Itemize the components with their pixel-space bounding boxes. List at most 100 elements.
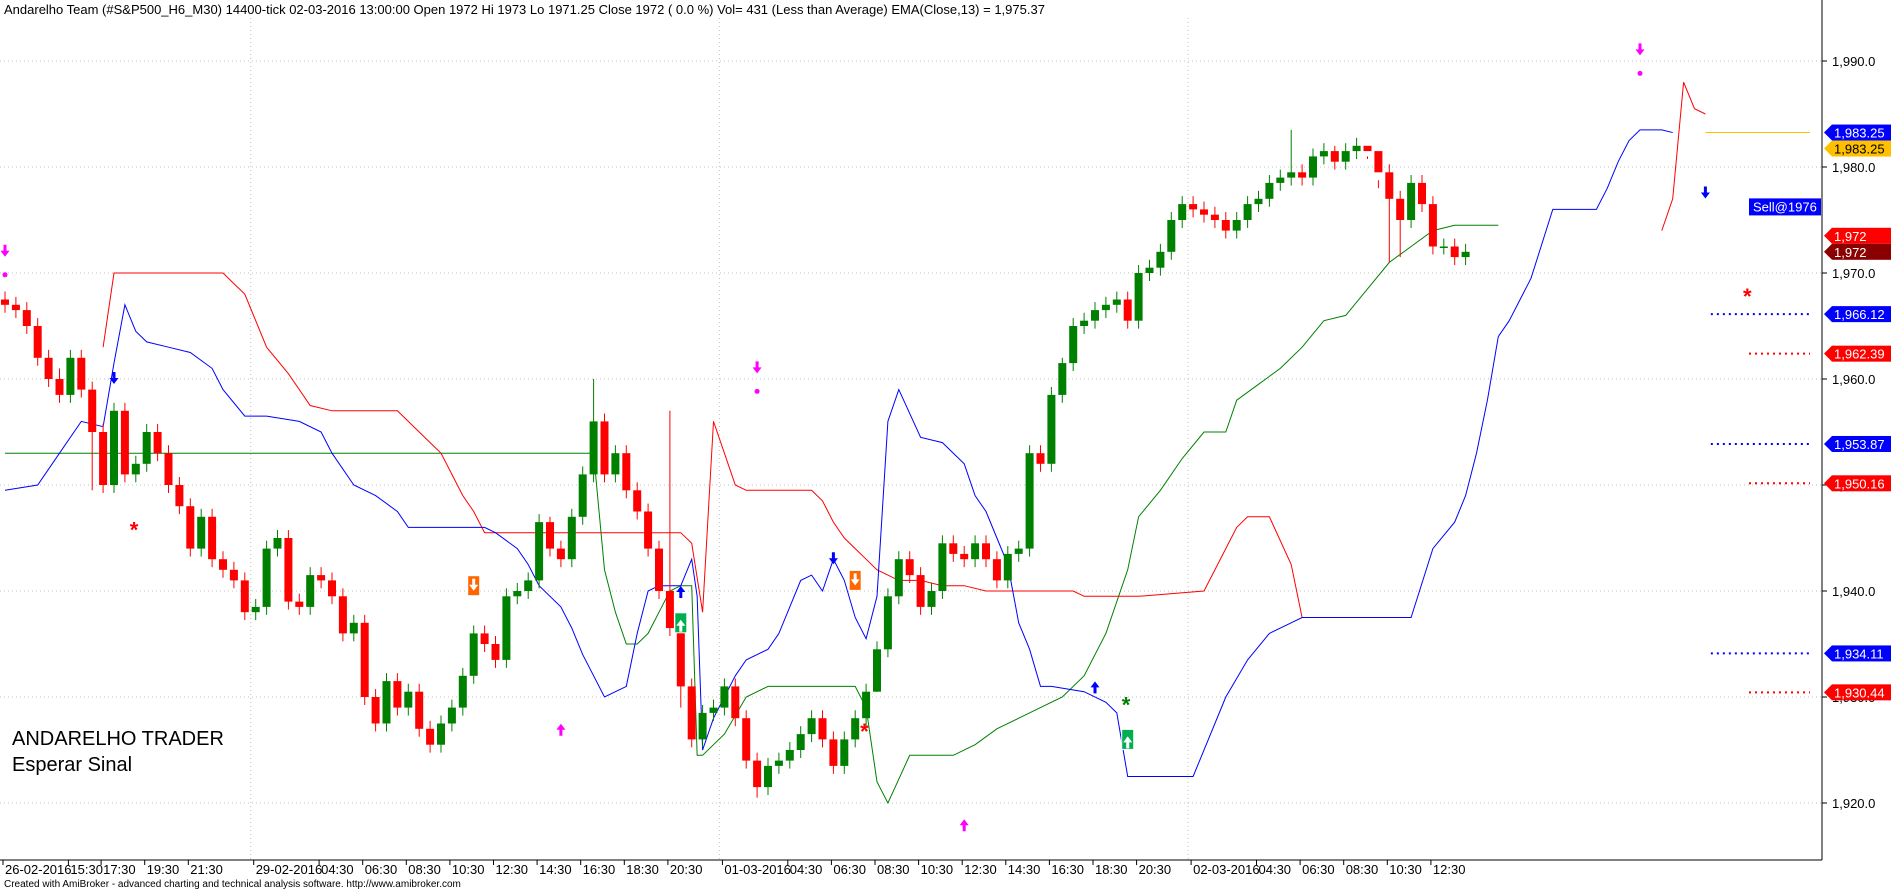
dot-marker [754, 388, 760, 394]
arrow-down-icon [109, 372, 119, 384]
arrow-up-icon [556, 723, 566, 736]
candle-body [131, 463, 140, 475]
candle-body [1418, 182, 1426, 205]
price-label: 1,930.44 [1824, 684, 1891, 701]
candle-body [600, 421, 609, 475]
candle-body [698, 712, 707, 740]
candle-body [753, 760, 762, 788]
x-tick-label: 16:30 [1051, 862, 1084, 877]
candle-body [818, 718, 827, 740]
candle-body [796, 734, 805, 750]
candle-body [927, 591, 936, 607]
candle-body [197, 516, 206, 549]
trailing-stop-red-line-2 [1661, 82, 1706, 231]
candle-body [382, 681, 391, 724]
candle-body [1254, 198, 1263, 205]
candle-body [1080, 320, 1089, 326]
candle-body [186, 506, 195, 549]
x-tick-label: 01-03-2016 [724, 862, 791, 877]
candle-body [938, 543, 947, 591]
candle-body [1352, 145, 1361, 152]
y-tick-label: 1,960.0 [1832, 372, 1875, 387]
candle-body [971, 543, 980, 560]
x-tick-label: 20:30 [1139, 862, 1172, 877]
candle-body [982, 543, 990, 560]
candle-body [829, 739, 838, 766]
candle-body [546, 522, 554, 549]
candle-body [110, 410, 118, 485]
candle-body [262, 548, 271, 607]
arrow-up-icon [676, 586, 686, 598]
chart-header: Andarelho Team (#S&P500_H6_M30) 14400-ti… [4, 2, 1045, 17]
x-tick-label: 08:30 [877, 862, 910, 877]
candle-body [153, 432, 162, 454]
y-tick-label: 1,940.0 [1832, 584, 1875, 599]
candle-body [774, 760, 783, 766]
arrow-down-icon [1635, 43, 1645, 56]
candle-body [1156, 251, 1165, 268]
candle-body [1265, 182, 1274, 199]
x-tick-label: 04:30 [790, 862, 823, 877]
candle-body [480, 633, 489, 644]
x-tick-label: 14:30 [1008, 862, 1041, 877]
price-label: 1,972 [1824, 243, 1891, 260]
candle-body [589, 421, 598, 475]
candle-body [556, 548, 565, 560]
candle-body [284, 538, 293, 602]
x-tick-label: 14:30 [539, 862, 572, 877]
x-tick-label: 12:30 [964, 862, 997, 877]
candle-body [175, 485, 184, 507]
candle-body [905, 559, 914, 576]
candle-body [687, 686, 696, 740]
star-icon: * [130, 517, 139, 542]
arrow-down-icon [469, 578, 479, 591]
candle-body [1112, 299, 1121, 305]
arrow-down-icon [1700, 186, 1710, 199]
candle-body [1200, 209, 1208, 215]
candle-body [1287, 172, 1296, 178]
footer-credit: Created with AmiBroker - advanced charti… [4, 879, 461, 890]
candle-body [1101, 304, 1110, 311]
candle-body [1385, 172, 1394, 199]
candle-body [807, 718, 816, 735]
candle-body [1276, 177, 1285, 183]
candle-body [633, 490, 642, 512]
candle-body [622, 453, 631, 491]
candle-body [88, 389, 97, 432]
candle-body [349, 622, 358, 634]
candle-body [1069, 326, 1078, 364]
x-tick-label: 10:30 [921, 862, 954, 877]
candle-body [1210, 214, 1219, 220]
overlay-title: ANDARELHO TRADER Esperar Sinal [12, 726, 224, 778]
candle-body [328, 580, 336, 597]
price-label-text: 1,934.11 [1834, 646, 1884, 661]
candle-body [208, 516, 217, 560]
candle-body [1058, 363, 1067, 395]
price-label-text: 1,962.39 [1834, 347, 1885, 362]
candle-body [665, 591, 674, 629]
candle-body [1167, 220, 1176, 252]
candle-body [1145, 267, 1154, 273]
candle-body [644, 511, 653, 549]
x-tick-label: 04:30 [1259, 862, 1292, 877]
candle-body [611, 453, 620, 475]
candle-body [676, 628, 685, 687]
arrow-down-icon [828, 552, 838, 565]
candle-body [77, 357, 86, 390]
candle-body [742, 718, 751, 761]
x-tick-label: 15:30 [70, 862, 103, 877]
candle-body [11, 304, 20, 311]
candle-body [295, 601, 304, 607]
arrow-down-icon [850, 573, 860, 586]
candle-body [1319, 151, 1328, 157]
candle-body [916, 575, 925, 607]
candle-body [1014, 548, 1023, 554]
x-tick-label: 06:30 [1302, 862, 1335, 877]
candle-body [1396, 198, 1405, 220]
arrow-up-icon [1123, 736, 1133, 749]
candle-body [578, 474, 587, 517]
candle-body [55, 379, 64, 395]
candle-body [1, 299, 9, 305]
price-label-text: 1,950.16 [1834, 476, 1885, 491]
